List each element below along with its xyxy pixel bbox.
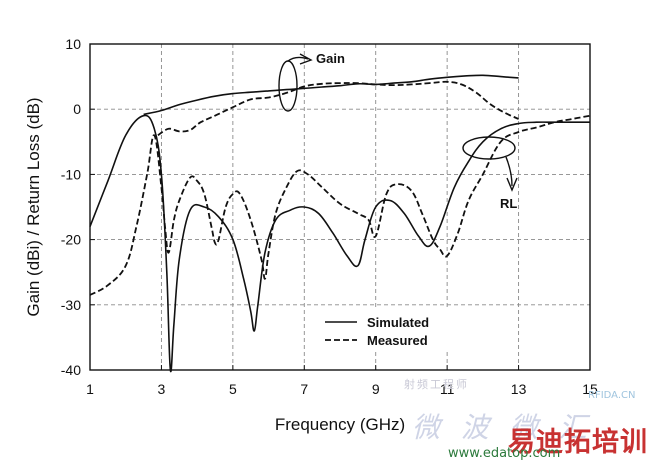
rl-label: RL	[500, 196, 517, 211]
watermark-slogan: 微 波 微 汇	[412, 411, 593, 444]
series-line-gain-measured	[157, 80, 519, 137]
watermark-logo-text: 易迪拓培训	[508, 427, 648, 458]
plot-frame	[89, 43, 591, 371]
y-tick-label-3: -20	[61, 232, 81, 248]
series-line-rl-measured	[89, 114, 591, 296]
rl-annotation: RL	[462, 136, 518, 211]
series-line-rl-simulated	[89, 114, 590, 373]
series-group	[89, 74, 591, 373]
series-line-gain-simulated	[143, 74, 519, 116]
watermark-site-name: 射频工程师	[404, 378, 469, 391]
gain-annotation: Gain	[278, 51, 345, 112]
gain-arrow	[287, 56, 309, 62]
legend-simulated-label: Simulated	[367, 315, 429, 330]
x-tick-label-6: 13	[511, 381, 527, 397]
rl-arrow	[505, 156, 513, 187]
x-tick-label-7: 15	[582, 381, 598, 397]
x-tick-label-4: 9	[372, 381, 380, 397]
x-tick-label-1: 3	[158, 381, 166, 397]
gain-arrowhead	[299, 53, 313, 65]
rl-arrowhead	[506, 177, 518, 192]
y-tick-label-2: -10	[61, 166, 81, 182]
y-tick-label-1: 0	[73, 101, 81, 117]
x-axis-title: Frequency (GHz)	[275, 415, 405, 434]
watermark-rf-domain: RFIDA.CN	[588, 390, 636, 401]
x-tick-label-5: 11	[440, 381, 455, 397]
legend-box	[318, 309, 450, 351]
x-tick-label-3: 7	[300, 381, 308, 397]
rl-ellipse	[462, 136, 516, 160]
y-tick-label-0: 10	[65, 36, 81, 52]
gain-label: Gain	[316, 51, 345, 66]
gain-ellipse	[278, 60, 298, 112]
plot-area	[89, 43, 591, 371]
y-tick-label-5: -40	[61, 362, 81, 378]
legend-measured-label: Measured	[367, 333, 428, 348]
x-tick-label-2: 5	[229, 381, 237, 397]
watermark-url: www.edatop.com	[448, 446, 561, 461]
y-axis-title: Gain (dBi) / Return Loss (dB)	[24, 97, 43, 316]
legend: Simulated Measured	[318, 309, 450, 351]
y-tick-label-4: -30	[61, 297, 81, 313]
x-tick-label-0: 1	[86, 381, 94, 397]
